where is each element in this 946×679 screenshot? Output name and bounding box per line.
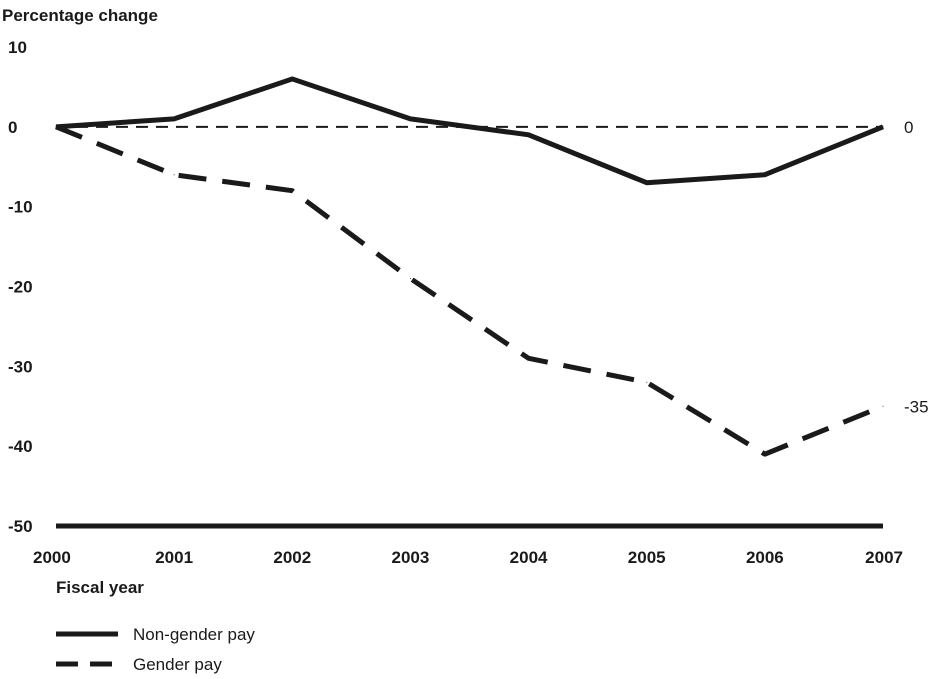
- data-point: [646, 381, 648, 383]
- data-point: [291, 78, 293, 80]
- x-tick-label: 2001: [155, 548, 193, 567]
- legend-label: Non-gender pay: [133, 625, 255, 644]
- y-tick-labels: 10 0 -10 -20 -30 -40 -50: [8, 38, 33, 536]
- data-point: [764, 174, 766, 176]
- y-tick-label: -40: [8, 437, 33, 456]
- x-tick-labels: 2000 2001 2002 2003 2004 2005 2006 2007: [33, 548, 903, 567]
- x-tick-label: 2006: [746, 548, 784, 567]
- plot-area: 0 -35: [55, 76, 929, 529]
- y-tick-label: -20: [8, 278, 33, 297]
- series-line-gender-pay: [55, 124, 884, 457]
- data-point: [55, 126, 57, 128]
- y-tick-label: -10: [8, 198, 33, 217]
- data-point: [882, 126, 884, 128]
- y-tick-label: -30: [8, 357, 33, 376]
- x-tick-label: 2005: [628, 548, 666, 567]
- legend-label: Gender pay: [133, 655, 222, 674]
- series-end-label: 0: [904, 118, 913, 137]
- x-tick-label: 2007: [865, 548, 903, 567]
- data-point: [409, 278, 411, 280]
- data-point: [173, 118, 175, 120]
- data-point: [528, 134, 530, 136]
- data-point: [528, 357, 530, 359]
- data-point: [764, 453, 766, 455]
- data-point: [291, 190, 293, 192]
- legend: Non-gender pay Gender pay: [56, 625, 255, 674]
- series-end-label: -35: [904, 397, 929, 416]
- y-tick-label: -50: [8, 517, 33, 536]
- data-point: [646, 182, 648, 184]
- y-tick-label: 0: [8, 118, 17, 137]
- series-line-non-gender-pay: [55, 76, 884, 186]
- data-point: [409, 118, 411, 120]
- data-point: [882, 405, 884, 407]
- x-axis-title: Fiscal year: [56, 578, 144, 597]
- y-axis-title: Percentage change: [2, 6, 158, 25]
- x-tick-label: 2002: [273, 548, 311, 567]
- x-tick-label: 2003: [392, 548, 430, 567]
- x-tick-label: 2000: [33, 548, 71, 567]
- data-point: [173, 174, 175, 176]
- x-tick-label: 2004: [510, 548, 548, 567]
- y-tick-label: 10: [8, 38, 27, 57]
